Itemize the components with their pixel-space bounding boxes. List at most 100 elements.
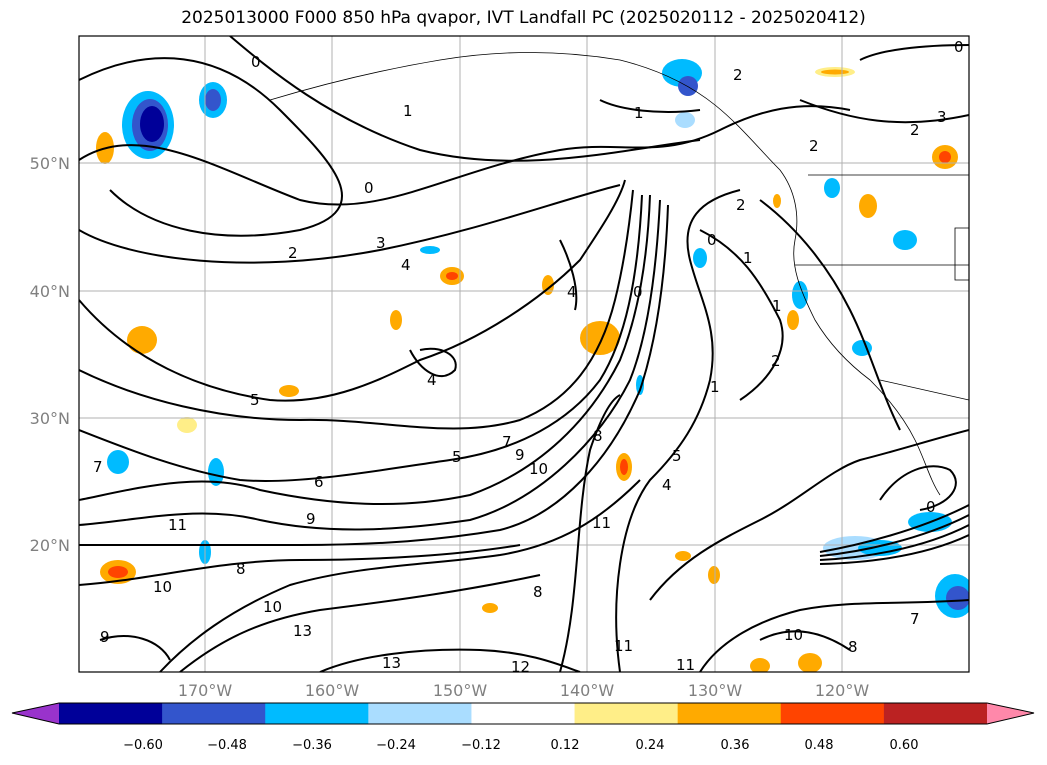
colorbar-tick-label: −0.24 bbox=[376, 738, 416, 753]
plot-area bbox=[78, 35, 970, 673]
shade-blob bbox=[620, 459, 628, 475]
contour-label: 1 bbox=[743, 249, 753, 267]
lon-axis: 170°W 160°W 150°W 140°W 130°W 120°W bbox=[178, 681, 870, 700]
lon-tick-label: 130°W bbox=[688, 681, 743, 700]
contour-line bbox=[759, 630, 851, 651]
contour-label: 2 bbox=[809, 137, 819, 155]
contour-label: 13 bbox=[293, 622, 312, 640]
contour-label: 1 bbox=[710, 378, 720, 396]
shade-blob bbox=[107, 450, 129, 474]
contour-label: 10 bbox=[263, 598, 282, 616]
coastline bbox=[269, 52, 941, 496]
contour-label: 9 bbox=[515, 446, 525, 464]
contour-label: 2 bbox=[733, 66, 743, 84]
contour-label: 11 bbox=[676, 656, 695, 674]
lon-tick-label: 160°W bbox=[305, 681, 360, 700]
shade-blob bbox=[675, 112, 695, 128]
contour-label: 4 bbox=[567, 283, 577, 301]
colorbar-segment bbox=[265, 703, 369, 724]
colorbar-segment bbox=[574, 703, 679, 724]
plot-background bbox=[79, 36, 969, 672]
shade-blob bbox=[787, 310, 799, 330]
shade-blob bbox=[946, 586, 969, 610]
contour-label: 4 bbox=[427, 371, 437, 389]
plot-frame bbox=[78, 35, 970, 673]
contour-line bbox=[79, 179, 626, 402]
shade-blob bbox=[893, 230, 917, 250]
colorbar-tick-label: −0.48 bbox=[207, 738, 247, 753]
shade-blob bbox=[127, 326, 157, 354]
contour-line bbox=[859, 44, 969, 61]
contour-line bbox=[799, 99, 969, 124]
shade-blob bbox=[279, 385, 299, 397]
contour-label: 5 bbox=[250, 391, 260, 409]
shade-blob bbox=[693, 248, 707, 268]
contour-line bbox=[79, 57, 343, 237]
contour-line bbox=[79, 189, 634, 430]
shade-blob bbox=[773, 194, 781, 208]
shade-blob bbox=[636, 375, 644, 395]
contour-label: 2 bbox=[910, 121, 920, 139]
contour-label: 10 bbox=[784, 626, 803, 644]
contour-line bbox=[79, 194, 643, 482]
contour-label: 0 bbox=[633, 283, 643, 301]
coastlines bbox=[269, 52, 969, 496]
colorbar-tick-label: 0.36 bbox=[721, 738, 750, 753]
contour-label: 7 bbox=[93, 458, 103, 476]
colorbar-tick-label: −0.36 bbox=[292, 738, 332, 753]
shade-blob bbox=[420, 246, 440, 254]
shade-blob bbox=[208, 458, 224, 486]
shade-blob bbox=[750, 658, 770, 672]
contour-label: 2 bbox=[736, 196, 746, 214]
contour-label: 10 bbox=[529, 460, 548, 478]
contour-label: 0 bbox=[707, 231, 717, 249]
contour-label: 9 bbox=[100, 628, 110, 646]
contour-label: 1 bbox=[634, 104, 644, 122]
shade-blob bbox=[108, 566, 128, 578]
shade-blob bbox=[708, 566, 720, 584]
contour-line bbox=[649, 429, 969, 601]
contour-label: 8 bbox=[236, 560, 246, 578]
lat-tick-label: 20°N bbox=[30, 536, 70, 555]
colorbar-ticks: −0.60 −0.48 −0.36 −0.24 −0.12 0.12 0.24 … bbox=[123, 738, 918, 753]
colorbar-segment bbox=[368, 703, 472, 724]
colorbar-tick-label: 0.12 bbox=[551, 738, 580, 753]
shade-blob bbox=[821, 69, 849, 75]
contour-label: 9 bbox=[306, 510, 316, 528]
colorbar-tick-label: 0.48 bbox=[805, 738, 834, 753]
contour-label: 10 bbox=[153, 578, 172, 596]
colorbar-extend-low bbox=[12, 703, 59, 724]
contour-label: 11 bbox=[592, 514, 611, 532]
contour-label: 5 bbox=[452, 448, 462, 466]
shade-blob bbox=[446, 272, 458, 280]
contour-line bbox=[79, 105, 851, 206]
contour-line bbox=[79, 184, 621, 264]
contour-label: 8 bbox=[533, 583, 543, 601]
contour-label: 6 bbox=[314, 473, 324, 491]
contour-label: 3 bbox=[376, 234, 386, 252]
map-title: 2025013000 F000 850 hPa qvapor, IVT Land… bbox=[181, 8, 866, 28]
contour-label: 3 bbox=[937, 108, 947, 126]
contour-label: 13 bbox=[382, 654, 401, 672]
lon-tick-label: 170°W bbox=[178, 681, 233, 700]
contour-label: 7 bbox=[910, 610, 920, 628]
lat-tick-label: 30°N bbox=[30, 409, 70, 428]
contour-label: 11 bbox=[168, 516, 187, 534]
contour-label: 12 bbox=[511, 658, 530, 676]
shade-blob bbox=[675, 551, 691, 561]
contour-line bbox=[759, 199, 901, 431]
colorbar-tick-label: −0.60 bbox=[123, 738, 163, 753]
colorbar-segment bbox=[677, 703, 782, 724]
contour-label: 4 bbox=[662, 476, 672, 494]
colorbar-segment bbox=[780, 703, 885, 724]
contour-line bbox=[79, 194, 651, 506]
colorbar-segment bbox=[162, 703, 266, 724]
qvapor-shading bbox=[96, 59, 969, 672]
contour-line bbox=[79, 204, 669, 547]
contour-line bbox=[699, 599, 969, 672]
shade-blob bbox=[852, 340, 872, 356]
contour-line bbox=[819, 524, 969, 561]
shade-blob bbox=[939, 151, 951, 163]
ivt-contours bbox=[79, 36, 969, 672]
